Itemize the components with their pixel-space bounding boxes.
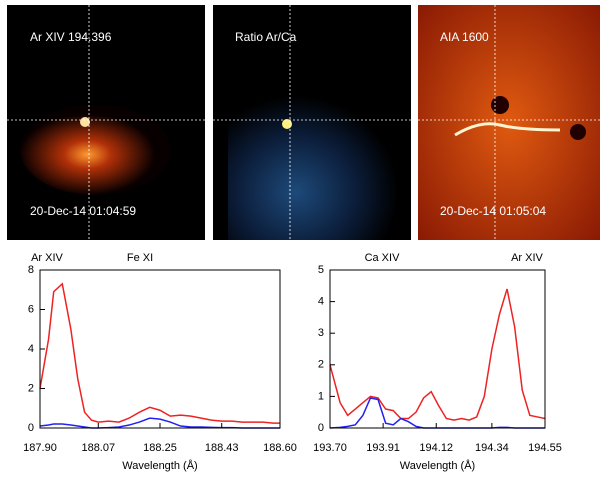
image-panel — [418, 5, 600, 240]
x-tick-label: 194.12 — [419, 442, 453, 454]
y-tick-label: 1 — [318, 390, 324, 402]
image-panel — [213, 5, 411, 240]
x-tick-label: 187.90 — [23, 442, 57, 454]
plot-frame — [39, 269, 281, 429]
y-tick-label: 5 — [318, 264, 324, 276]
image-panel — [7, 5, 205, 240]
x-axis-label: Wavelength (Å) — [400, 459, 475, 472]
series-line — [329, 288, 546, 421]
panel-label: Ar XIV 194.396 — [30, 30, 112, 44]
x-tick-label: 194.55 — [528, 442, 562, 454]
panel-label: Ratio Ar/Ca — [235, 30, 297, 44]
y-tick-label: 2 — [28, 382, 34, 394]
y-tick-label: 4 — [28, 343, 34, 355]
panel-timestamp: 20-Dec-14 01:05:04 — [440, 204, 546, 218]
annotation: Ar XIV — [31, 252, 63, 264]
y-tick-label: 0 — [318, 422, 324, 434]
y-tick-label: 6 — [28, 303, 34, 315]
annotation: Ca XIV — [365, 252, 401, 264]
plot-frame — [329, 269, 546, 429]
y-tick-label: 2 — [318, 359, 324, 371]
panel-label: AIA 1600 — [440, 30, 489, 44]
x-tick-label: 188.43 — [205, 442, 239, 454]
x-tick-label: 188.07 — [81, 442, 115, 454]
x-axis-label: Wavelength (Å) — [122, 459, 197, 472]
x-tick-label: 193.70 — [313, 442, 347, 454]
y-tick-label: 8 — [28, 264, 34, 276]
x-tick-label: 193.91 — [366, 442, 400, 454]
series-line — [39, 282, 280, 424]
y-tick-label: 4 — [318, 296, 324, 308]
annotation: Fe XI — [127, 252, 153, 264]
x-tick-label: 194.34 — [475, 442, 509, 454]
y-tick-label: 0 — [28, 422, 34, 434]
panel-timestamp: 20-Dec-14 01:04:59 — [30, 204, 136, 218]
x-tick-label: 188.60 — [263, 442, 297, 454]
x-tick-label: 188.25 — [143, 442, 177, 454]
y-tick-label: 3 — [318, 327, 324, 339]
annotation: Ar XIV — [511, 252, 543, 264]
